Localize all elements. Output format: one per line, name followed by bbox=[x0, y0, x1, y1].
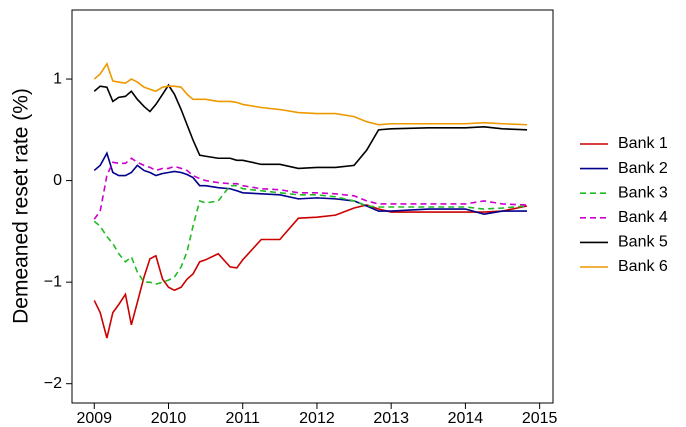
legend-label: Bank 5 bbox=[618, 234, 668, 251]
x-tick-label: 2014 bbox=[448, 410, 484, 427]
x-tick-label: 2012 bbox=[299, 410, 335, 427]
y-tick-label: 0 bbox=[53, 172, 62, 189]
x-tick-label: 2011 bbox=[226, 410, 261, 427]
legend-label: Bank 1 bbox=[618, 135, 668, 152]
series-line bbox=[93, 184, 528, 286]
series-line bbox=[93, 157, 528, 220]
y-tick-label: −1 bbox=[44, 273, 62, 290]
plot-frame bbox=[71, 9, 554, 404]
series-line bbox=[93, 83, 528, 170]
y-tick-label: −2 bbox=[44, 375, 62, 392]
x-tick-label: 2015 bbox=[522, 410, 558, 427]
x-tick-label: 2009 bbox=[76, 410, 112, 427]
legend-label: Bank 3 bbox=[618, 184, 668, 201]
legend-label: Bank 6 bbox=[618, 258, 668, 275]
x-tick-label: 2013 bbox=[373, 410, 409, 427]
x-tick-label: 2010 bbox=[151, 410, 187, 427]
legend-label: Bank 2 bbox=[618, 160, 668, 177]
series-line bbox=[93, 151, 528, 215]
series-line bbox=[93, 204, 528, 339]
legend-label: Bank 4 bbox=[618, 209, 668, 226]
y-axis-label: Demeaned reset rate (%) bbox=[10, 88, 33, 324]
y-tick-label: 1 bbox=[53, 70, 62, 87]
series-line bbox=[93, 62, 528, 126]
